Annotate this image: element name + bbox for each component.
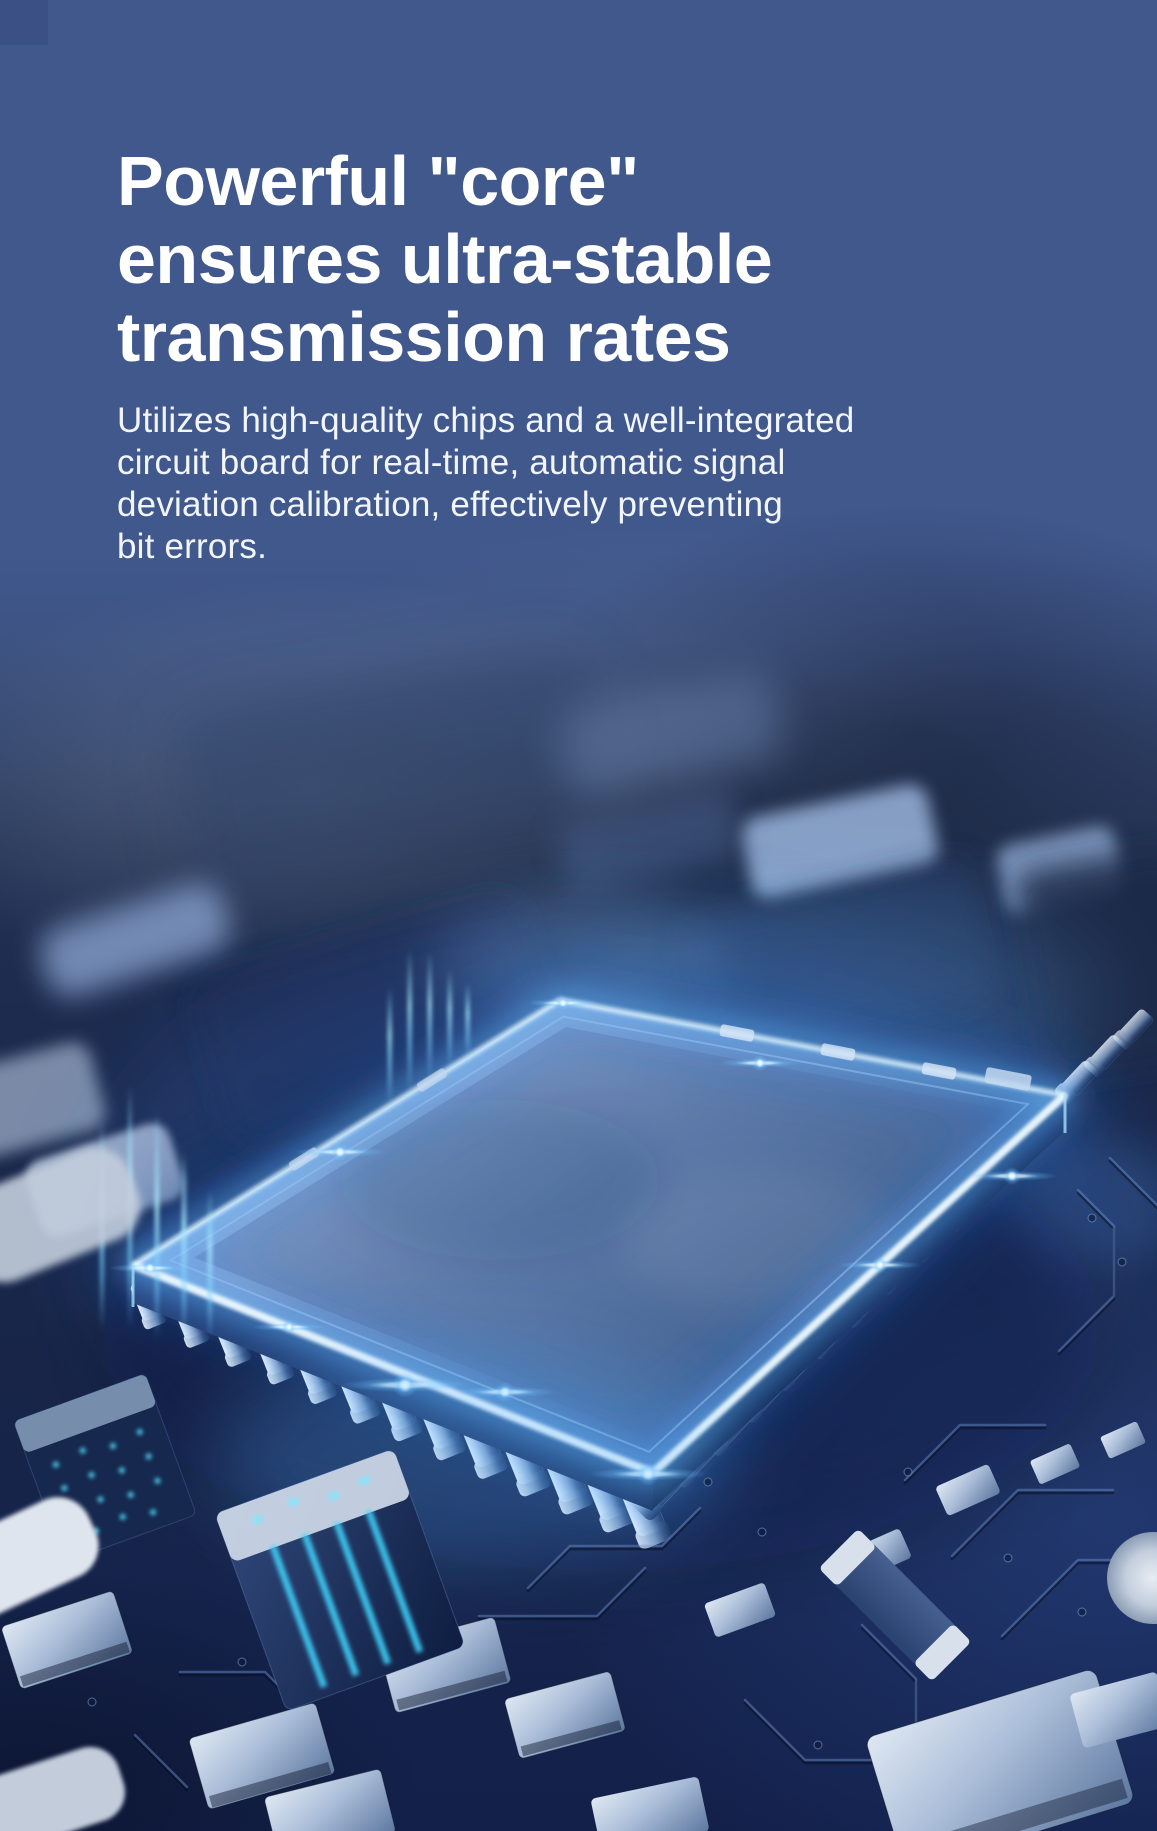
description-line: deviation calibration, effectively preve… bbox=[117, 485, 783, 524]
description-line: bit errors. bbox=[117, 527, 268, 566]
hero-copy: Powerful "core" ensures ultra-stable tra… bbox=[117, 142, 1117, 568]
axial-component bbox=[820, 1530, 970, 1680]
description-line: Utilizes high-quality chips and a well-i… bbox=[117, 401, 855, 440]
chip-rim-tabs bbox=[288, 1024, 1032, 1171]
light-pills bbox=[0, 1147, 141, 1831]
headline-line: Powerful "core" bbox=[117, 142, 639, 220]
headline-line: transmission rates bbox=[117, 298, 731, 376]
circuit-board-traces bbox=[87, 1156, 1157, 1792]
capacitor bbox=[216, 1450, 464, 1710]
description: Utilizes high-quality chips and a well-i… bbox=[117, 400, 1117, 568]
description-line: circuit board for real-time, automatic s… bbox=[117, 443, 786, 482]
corner-shade bbox=[0, 0, 48, 45]
headline-line: ensures ultra-stable bbox=[117, 220, 773, 298]
round-component bbox=[1107, 1532, 1157, 1624]
smd-components bbox=[1, 1421, 1157, 1831]
headline: Powerful "core" ensures ultra-stable tra… bbox=[117, 142, 1117, 376]
